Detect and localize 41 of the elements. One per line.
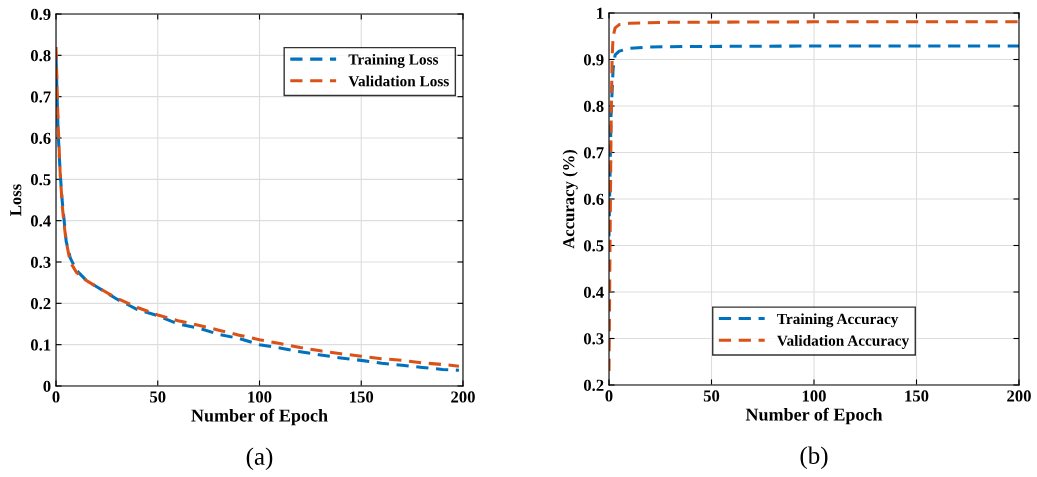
x-axis-title: Number of Epoch	[745, 407, 883, 425]
y-tick-label: 0.7	[30, 91, 51, 103]
line-series	[609, 20, 1019, 373]
legend-label: Validation Accuracy	[777, 335, 910, 349]
y-tick-label: 0.6	[30, 132, 51, 145]
line-series	[609, 44, 1019, 238]
y-tick-label: 0.9	[30, 8, 51, 21]
legend-label: Training Loss	[348, 53, 439, 68]
y-tick-label: 0.1	[30, 339, 51, 351]
x-tick-label: 200	[1007, 390, 1031, 402]
legend-label: Validation Loss	[348, 75, 449, 87]
y-tick-label: 0.4	[583, 286, 604, 299]
legend-label: Training Accuracy	[777, 313, 899, 328]
y-tick-label: 0.5	[583, 240, 604, 252]
y-tick-label: 0.6	[583, 193, 604, 206]
text: (b)	[800, 446, 828, 470]
x-tick-label: 100	[802, 390, 826, 402]
y-tick-label: 0.5	[30, 174, 51, 186]
y-axis-title: Accuracy (%)	[562, 149, 578, 249]
x-tick-label: 0	[52, 391, 60, 403]
x-tick-label: 100	[248, 391, 272, 403]
x-tick-label: 200	[451, 391, 475, 403]
y-tick-label: 0.3	[583, 333, 604, 345]
x-tick-label: 50	[703, 390, 720, 402]
y-tick-label: 0.4	[30, 215, 51, 227]
y-axis-title: Loss	[10, 184, 22, 216]
y-tick-label: 1	[597, 7, 604, 19]
x-tick-label: 50	[150, 391, 166, 403]
x-axis-title: Number of Epoch	[191, 408, 328, 426]
y-tick-label: 0.9	[583, 54, 604, 66]
x-tick-label: 0	[605, 390, 613, 402]
y-tick-label: 0.3	[30, 256, 51, 269]
y-tick-label: 0.8	[30, 50, 51, 62]
x-tick-label: 150	[905, 390, 929, 402]
text: (a)	[246, 447, 273, 471]
y-tick-label: 0.2	[30, 298, 51, 310]
y-tick-label: 0	[43, 380, 51, 392]
y-tick-label: 0.2	[583, 379, 604, 392]
x-tick-label: 150	[350, 391, 374, 403]
y-tick-label: 0.7	[583, 147, 604, 159]
y-tick-label: 0.8	[583, 100, 604, 113]
